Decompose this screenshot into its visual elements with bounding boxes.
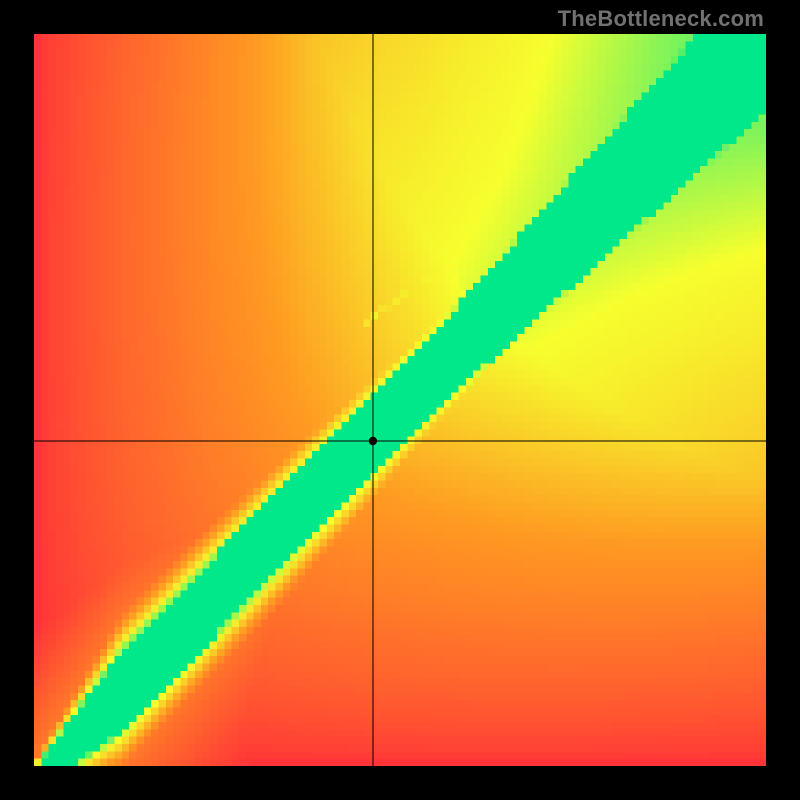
bottleneck-heatmap [34, 34, 766, 766]
watermark-text: TheBottleneck.com [558, 6, 764, 32]
